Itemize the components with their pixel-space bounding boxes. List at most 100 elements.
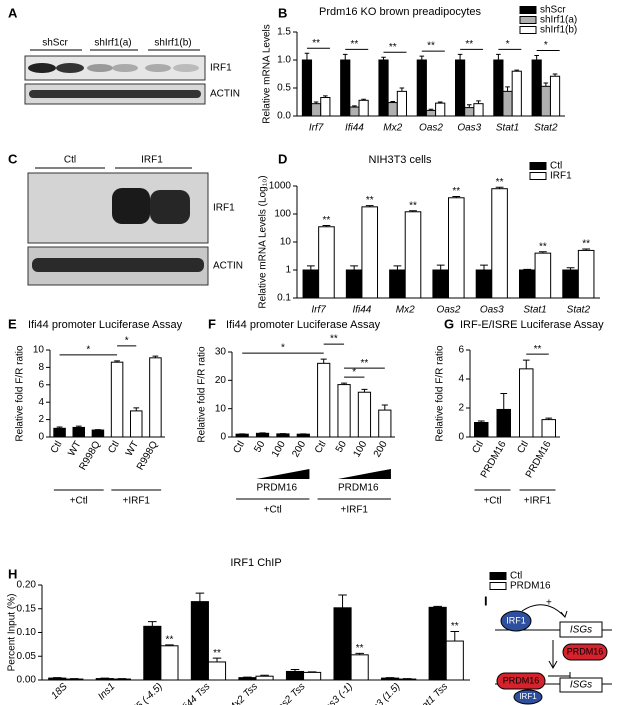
x-tick-label: Oas2 Tss xyxy=(270,681,307,705)
x-tick-label: 18S xyxy=(49,681,70,702)
error-bar xyxy=(409,210,417,212)
bar xyxy=(398,678,417,681)
x-tick-label: Stat1 xyxy=(496,123,519,134)
bar xyxy=(190,601,209,681)
bar xyxy=(378,409,392,438)
x-tick-label: Stat1 Tss xyxy=(413,681,450,705)
y-tick-label: 0.00 xyxy=(17,675,37,686)
bar xyxy=(345,269,363,299)
error-bar xyxy=(56,426,63,429)
x-tick-label: 200 xyxy=(290,439,308,459)
significance: ** xyxy=(213,648,221,659)
panel-label: A xyxy=(8,5,18,20)
bar xyxy=(276,433,290,438)
error-bar xyxy=(260,674,269,677)
x-tick-label: Stat2 xyxy=(534,123,558,134)
error-bar xyxy=(437,101,443,104)
y-tick-label: 20 xyxy=(215,375,227,386)
error-bar xyxy=(352,105,357,108)
legend-label: shIrf1(b) xyxy=(540,25,577,36)
error-bar xyxy=(495,186,504,189)
error-bar xyxy=(477,420,485,423)
x-tick-label: 100 xyxy=(270,439,288,459)
diagram-i: I IRF1 + ISGs PRDM16 PRDM16 ISGs IRF1 xyxy=(484,593,612,705)
y-tick-label: 6 xyxy=(458,345,464,356)
error-bar xyxy=(393,265,402,270)
sign: + xyxy=(546,598,552,609)
significance: ** xyxy=(323,215,331,226)
bar xyxy=(333,607,352,681)
y-tick-label: 0.05 xyxy=(17,651,37,662)
bar xyxy=(130,410,143,438)
chart-title: Prdm16 KO brown preadipocytes xyxy=(319,6,482,18)
y-tick-label: 0 xyxy=(38,432,44,443)
error-bar xyxy=(450,631,460,642)
error-bar xyxy=(338,594,347,608)
y-tick-label: 1.0 xyxy=(277,55,291,66)
chart-title: IRF-E/ISRE Luciferase Assay xyxy=(460,319,604,331)
error-bar xyxy=(452,196,461,198)
y-tick-label: 4 xyxy=(38,397,44,408)
error-bar xyxy=(342,53,348,60)
panel-label: D xyxy=(278,151,287,166)
error-bar xyxy=(419,55,425,60)
band-label: IRF1 xyxy=(213,203,235,214)
error-bar xyxy=(381,404,388,411)
y-axis-label: Percent Input (%) xyxy=(7,594,18,672)
x-tick-label: Oas3 (1.5) xyxy=(361,681,402,705)
bar xyxy=(303,671,322,681)
error-bar xyxy=(436,264,445,270)
target: ISGs xyxy=(570,680,592,691)
y-tick-label: 0.20 xyxy=(17,580,37,591)
bar xyxy=(53,427,66,438)
y-tick-label: 10 xyxy=(280,237,292,248)
error-bar xyxy=(152,355,159,358)
bar xyxy=(475,269,493,299)
bar xyxy=(48,677,67,681)
lane-label: shIrf1(a) xyxy=(94,38,131,49)
bar xyxy=(448,197,465,299)
bar xyxy=(491,188,508,299)
chart-title: IRF1 ChIP xyxy=(230,557,281,569)
bar xyxy=(112,678,131,681)
y-tick-label: 10 xyxy=(33,345,45,356)
lane-label: IRF1 xyxy=(141,155,163,166)
bar xyxy=(540,85,551,117)
error-bar xyxy=(212,657,222,662)
error-bar xyxy=(505,86,510,92)
error-bar xyxy=(545,417,553,420)
blot-a: A shScr shIrf1(a) shIrf1(b) IRF1 ACTIN xyxy=(8,5,240,105)
error-bar xyxy=(457,53,463,60)
bar xyxy=(110,361,124,438)
error-bar xyxy=(582,248,591,251)
bar xyxy=(296,433,310,438)
y-tick-label: 0 xyxy=(458,432,464,443)
bar xyxy=(389,269,406,299)
bar xyxy=(435,102,446,117)
group-label: +Ctl xyxy=(264,505,282,516)
error-bar xyxy=(523,268,532,270)
error-bar xyxy=(361,98,366,101)
x-tick-label: Stat2 xyxy=(567,305,591,316)
x-tick-label: Ctl xyxy=(470,439,486,455)
lane-label: shIrf1(b) xyxy=(154,38,191,49)
error-bar xyxy=(148,621,157,627)
y-tick-label: 0.15 xyxy=(17,603,37,614)
bar xyxy=(428,606,447,681)
y-tick-label: 10 xyxy=(215,403,227,414)
bar xyxy=(72,426,85,438)
y-axis-label: Relative mRNA Levels xyxy=(262,24,273,123)
x-tick-label: 200 xyxy=(372,439,390,459)
bar xyxy=(149,357,162,438)
error-bar xyxy=(480,264,488,270)
group-label: +IRF1 xyxy=(524,496,552,507)
bar xyxy=(65,678,84,681)
significance: ** xyxy=(330,334,338,345)
legend-swatch xyxy=(519,6,537,14)
bar xyxy=(361,206,379,299)
significance: ** xyxy=(361,358,369,369)
error-bar xyxy=(365,205,374,207)
x-tick-label: 100 xyxy=(351,439,369,459)
bar xyxy=(349,106,360,117)
significance: * xyxy=(352,367,356,378)
